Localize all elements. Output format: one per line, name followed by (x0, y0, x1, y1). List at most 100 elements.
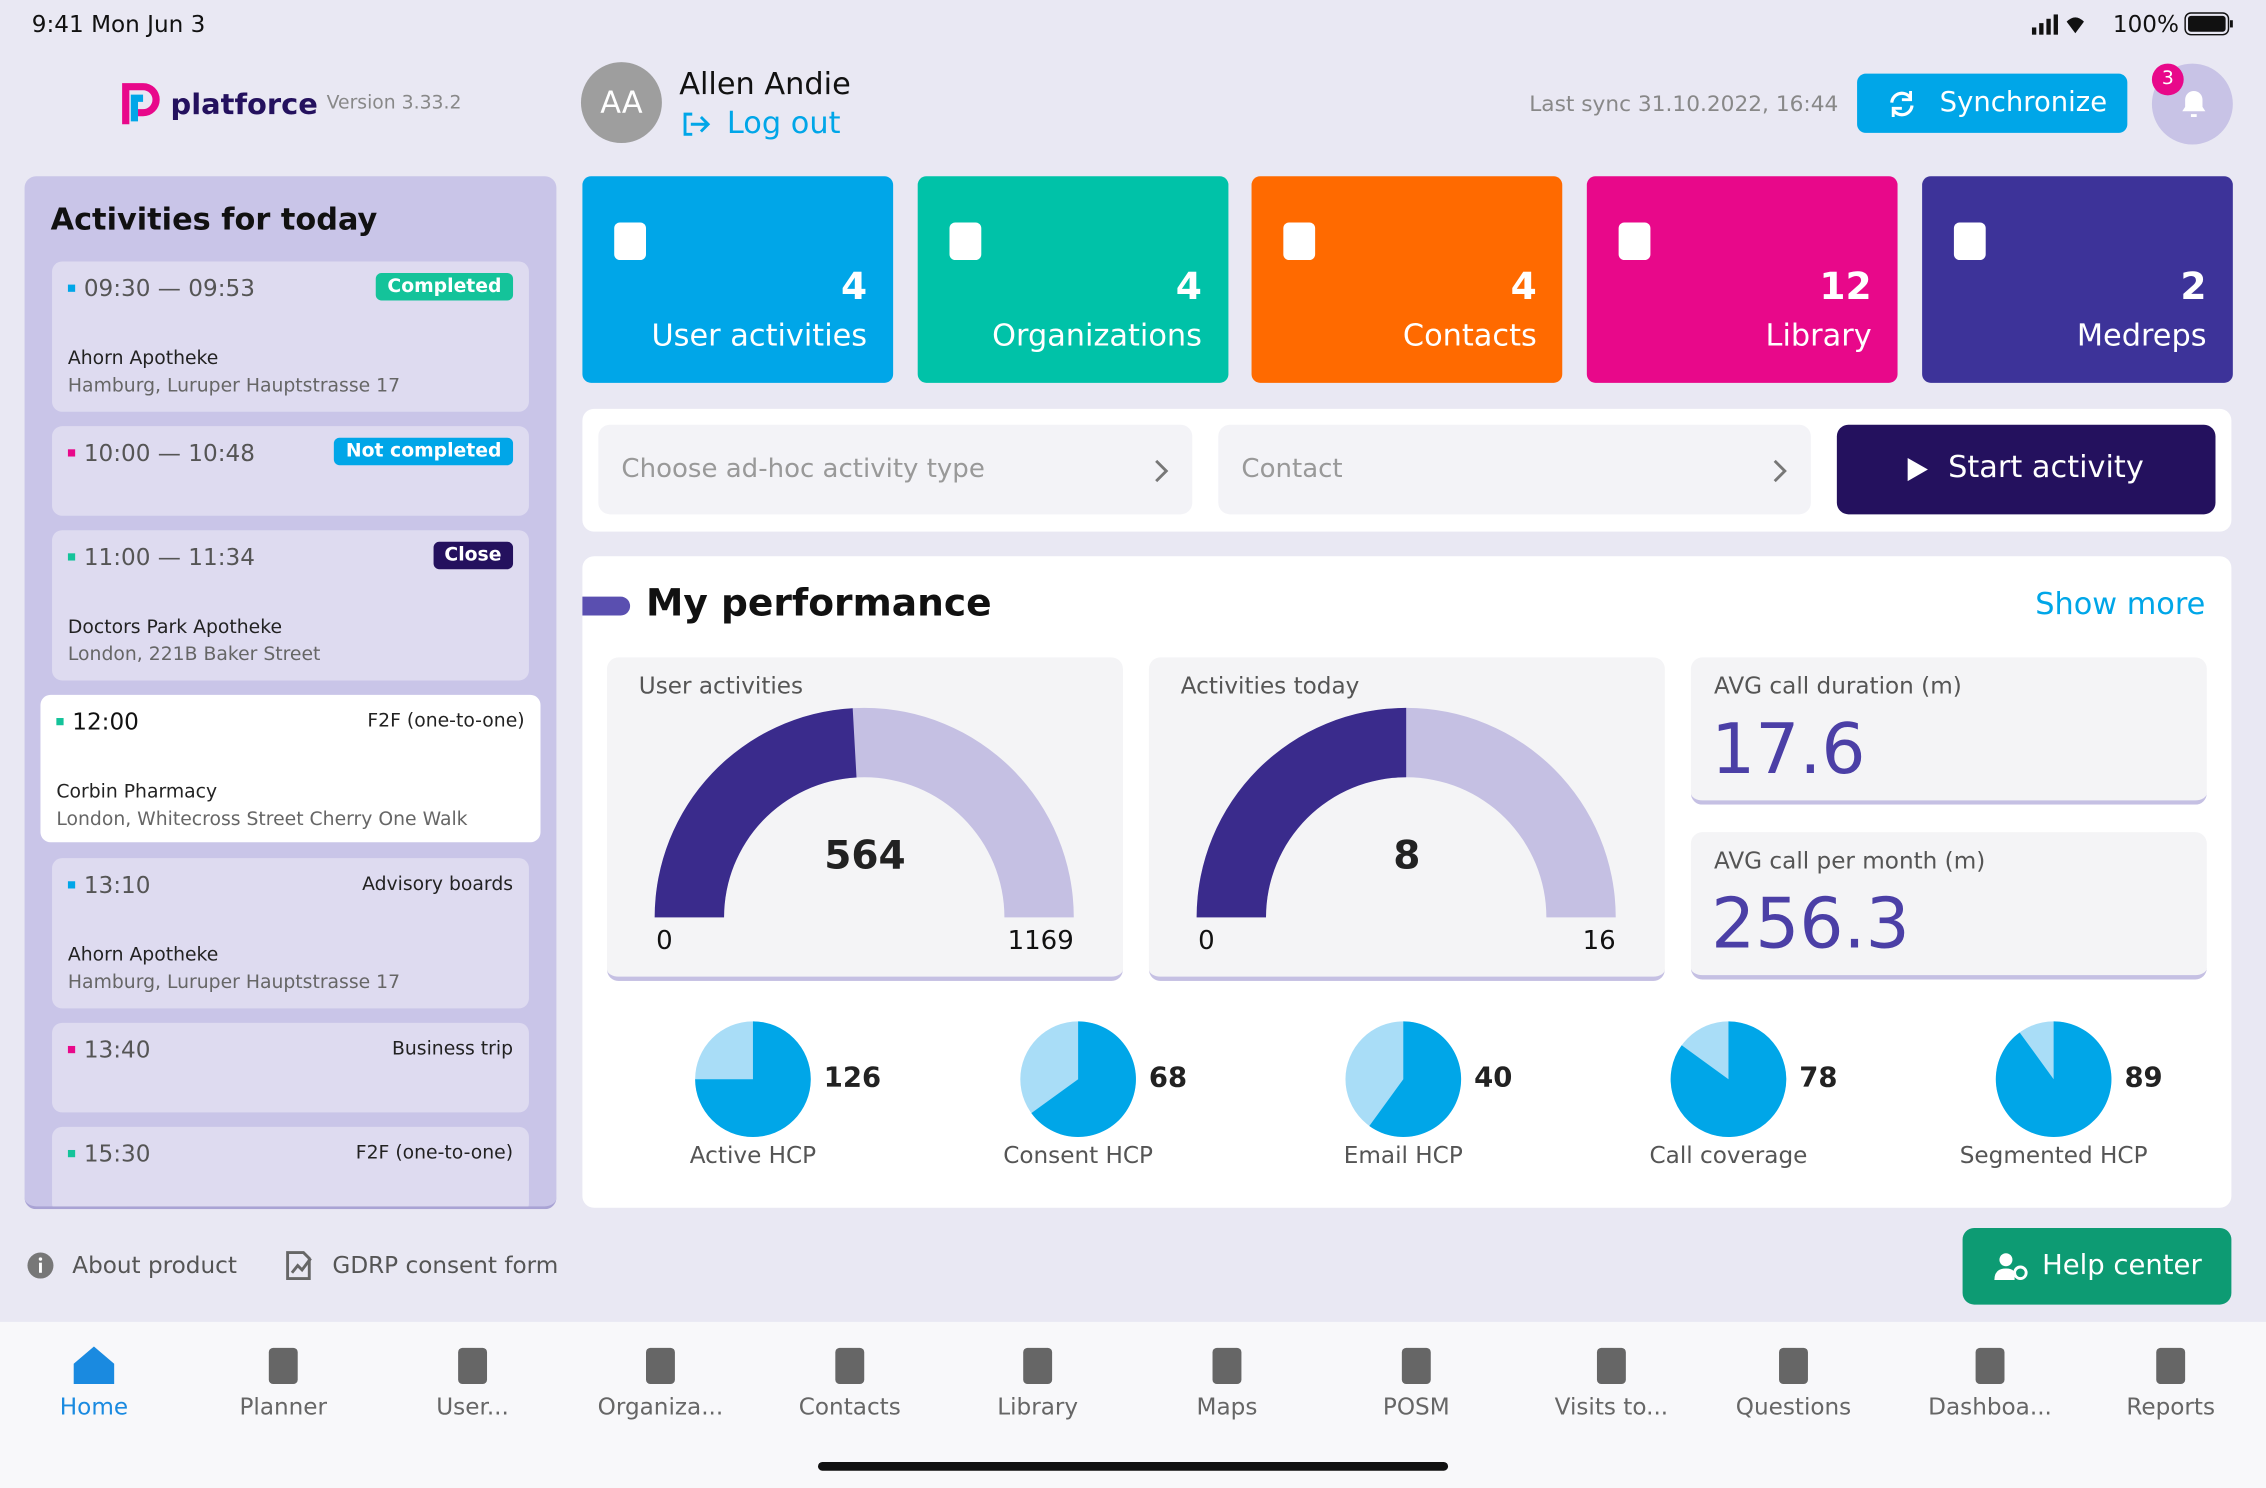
logout-link[interactable]: Log out (726, 105, 841, 141)
activity-time: 13:40 (83, 1035, 151, 1064)
pie (1345, 1021, 1462, 1137)
summary-tile[interactable]: 4 Contacts (1252, 176, 1563, 383)
activity-time: 09:30 — 09:53 (83, 274, 255, 302)
icon-shape (268, 1347, 298, 1385)
help-icon (1994, 1253, 2028, 1281)
tab-label[interactable]: Planner (239, 1392, 328, 1421)
show-more[interactable]: Show more (2035, 586, 2206, 622)
activity-address: Hamburg, Luruper Hauptstrasse 17 (67, 972, 401, 994)
tab-icon (646, 1347, 675, 1385)
pie-slice (1369, 1021, 1462, 1137)
summary-tile[interactable]: 2 Medreps (1921, 176, 2233, 383)
icon-shape (949, 222, 981, 261)
last-sync: Last sync 31.10.2022, 16:44 (1529, 91, 1839, 118)
tab-label[interactable]: Home (59, 1392, 129, 1421)
sync-icon (1890, 91, 1914, 118)
tab-label[interactable]: Dashboa... (1928, 1392, 2052, 1421)
stat-value: 17.6 (1711, 709, 1866, 791)
summary-tile[interactable]: 4 User activities (582, 176, 894, 383)
tab-label[interactable]: Maps (1196, 1392, 1258, 1421)
tile-label: User activities (651, 317, 868, 353)
summary-tile[interactable]: 4 Organizations (917, 176, 1228, 383)
tab-icon (268, 1347, 298, 1385)
icon-shape (1975, 1347, 2005, 1385)
stat-card: AVG call per month (m) 256.3 (1690, 832, 2207, 980)
tab-label[interactable]: Organiza... (597, 1392, 724, 1421)
tab-label[interactable]: Questions (1735, 1392, 1852, 1421)
icon-shape (1283, 222, 1316, 261)
status-dot (67, 881, 76, 889)
play-icon (1907, 457, 1928, 482)
tab-icon (1023, 1347, 1053, 1385)
activity-place: Ahorn Apotheke (67, 944, 219, 967)
user-name: Allen Andie (679, 66, 851, 102)
activity-place: Ahorn Apotheke (67, 348, 219, 370)
help-button[interactable]: Help center (1962, 1227, 2232, 1305)
logo-mark (122, 83, 160, 125)
pie-label: Email HCP (1343, 1141, 1463, 1169)
activity-card[interactable]: 09:30 — 09:53CompletedEvent #1Ahorn Apot… (52, 261, 529, 412)
sync-label: Synchronize (1939, 86, 2108, 119)
status-icons (2031, 14, 2084, 35)
tile-label: Medreps (2076, 317, 2207, 353)
activity-time: 12:00 (72, 707, 139, 736)
tab-icon (1212, 1347, 1242, 1385)
tab-label[interactable]: Visits to... (1554, 1392, 1669, 1421)
avatar: AA (580, 62, 662, 144)
tab-label[interactable]: Contacts (798, 1392, 901, 1421)
version: Version 3.33.2 (326, 92, 462, 115)
help-label: Help center (2042, 1249, 2202, 1282)
tile-icon (614, 222, 647, 261)
pie-slice (1031, 1021, 1136, 1137)
pie-count: 126 (823, 1061, 882, 1094)
contact-select[interactable]: Contact (1218, 424, 1811, 515)
status-dot (67, 1149, 76, 1158)
section-marker (582, 596, 631, 616)
activity-type-select[interactable]: Choose ad-hoc activity type (598, 424, 1193, 515)
activity-card[interactable]: 11:00 — 11:34CloseAllen Andie•Cardiologi… (52, 530, 529, 681)
gdrp-link[interactable]: GDRP consent form (332, 1251, 559, 1279)
pie (1995, 1021, 2112, 1137)
icon-shape (2156, 1347, 2186, 1385)
activity-place: Doctors Park Apotheke (67, 616, 283, 639)
chevron (1773, 459, 1787, 483)
info-icon (27, 1252, 54, 1279)
start-button[interactable]: Start activity (1836, 424, 2216, 515)
tab-bar: Home Planner User... Organiza... Contacts Lib… (0, 1321, 2266, 1488)
icon-shape (835, 1347, 865, 1385)
pie-count: 68 (1148, 1061, 1188, 1094)
sync-button[interactable]: Synchronize (1857, 73, 2128, 133)
notification-badge: 3 (2151, 63, 2184, 96)
activity-time: 10:00 — 10:48 (83, 439, 255, 467)
status-dot (67, 284, 76, 292)
tile-count: 4 (1175, 265, 1202, 310)
activities-title: Activities for today (50, 202, 378, 237)
pie-slice (695, 1021, 811, 1137)
tab-icon (73, 1346, 115, 1385)
tab-icon (458, 1347, 488, 1385)
icon-shape (1596, 1347, 1626, 1385)
activity-time: 11:00 — 11:34 (83, 543, 255, 571)
status-dot (67, 1045, 76, 1054)
tab-label[interactable]: Reports (2126, 1392, 2216, 1421)
about-link[interactable]: About product (72, 1251, 237, 1279)
stat-label: AVG call duration (m) (1714, 671, 1962, 700)
tab-label[interactable]: Library (997, 1392, 1079, 1421)
activity-address: London, 221B Baker Street (67, 644, 321, 667)
pie-count: 78 (1799, 1061, 1838, 1094)
activities-panel: Activities for today 09:30 — 09:53 Comple… (24, 176, 557, 1210)
pie-slice (1670, 1021, 1787, 1137)
pie-label: Active HCP (689, 1141, 817, 1169)
pie-label: Call coverage (1649, 1141, 1808, 1169)
consent-icon (286, 1251, 312, 1281)
start-label: Start activity (1948, 449, 2144, 484)
summary-tile[interactable]: 12 Library (1586, 176, 1898, 383)
tab-label[interactable]: User... (436, 1392, 509, 1421)
tab-label[interactable]: POSM (1382, 1392, 1450, 1421)
